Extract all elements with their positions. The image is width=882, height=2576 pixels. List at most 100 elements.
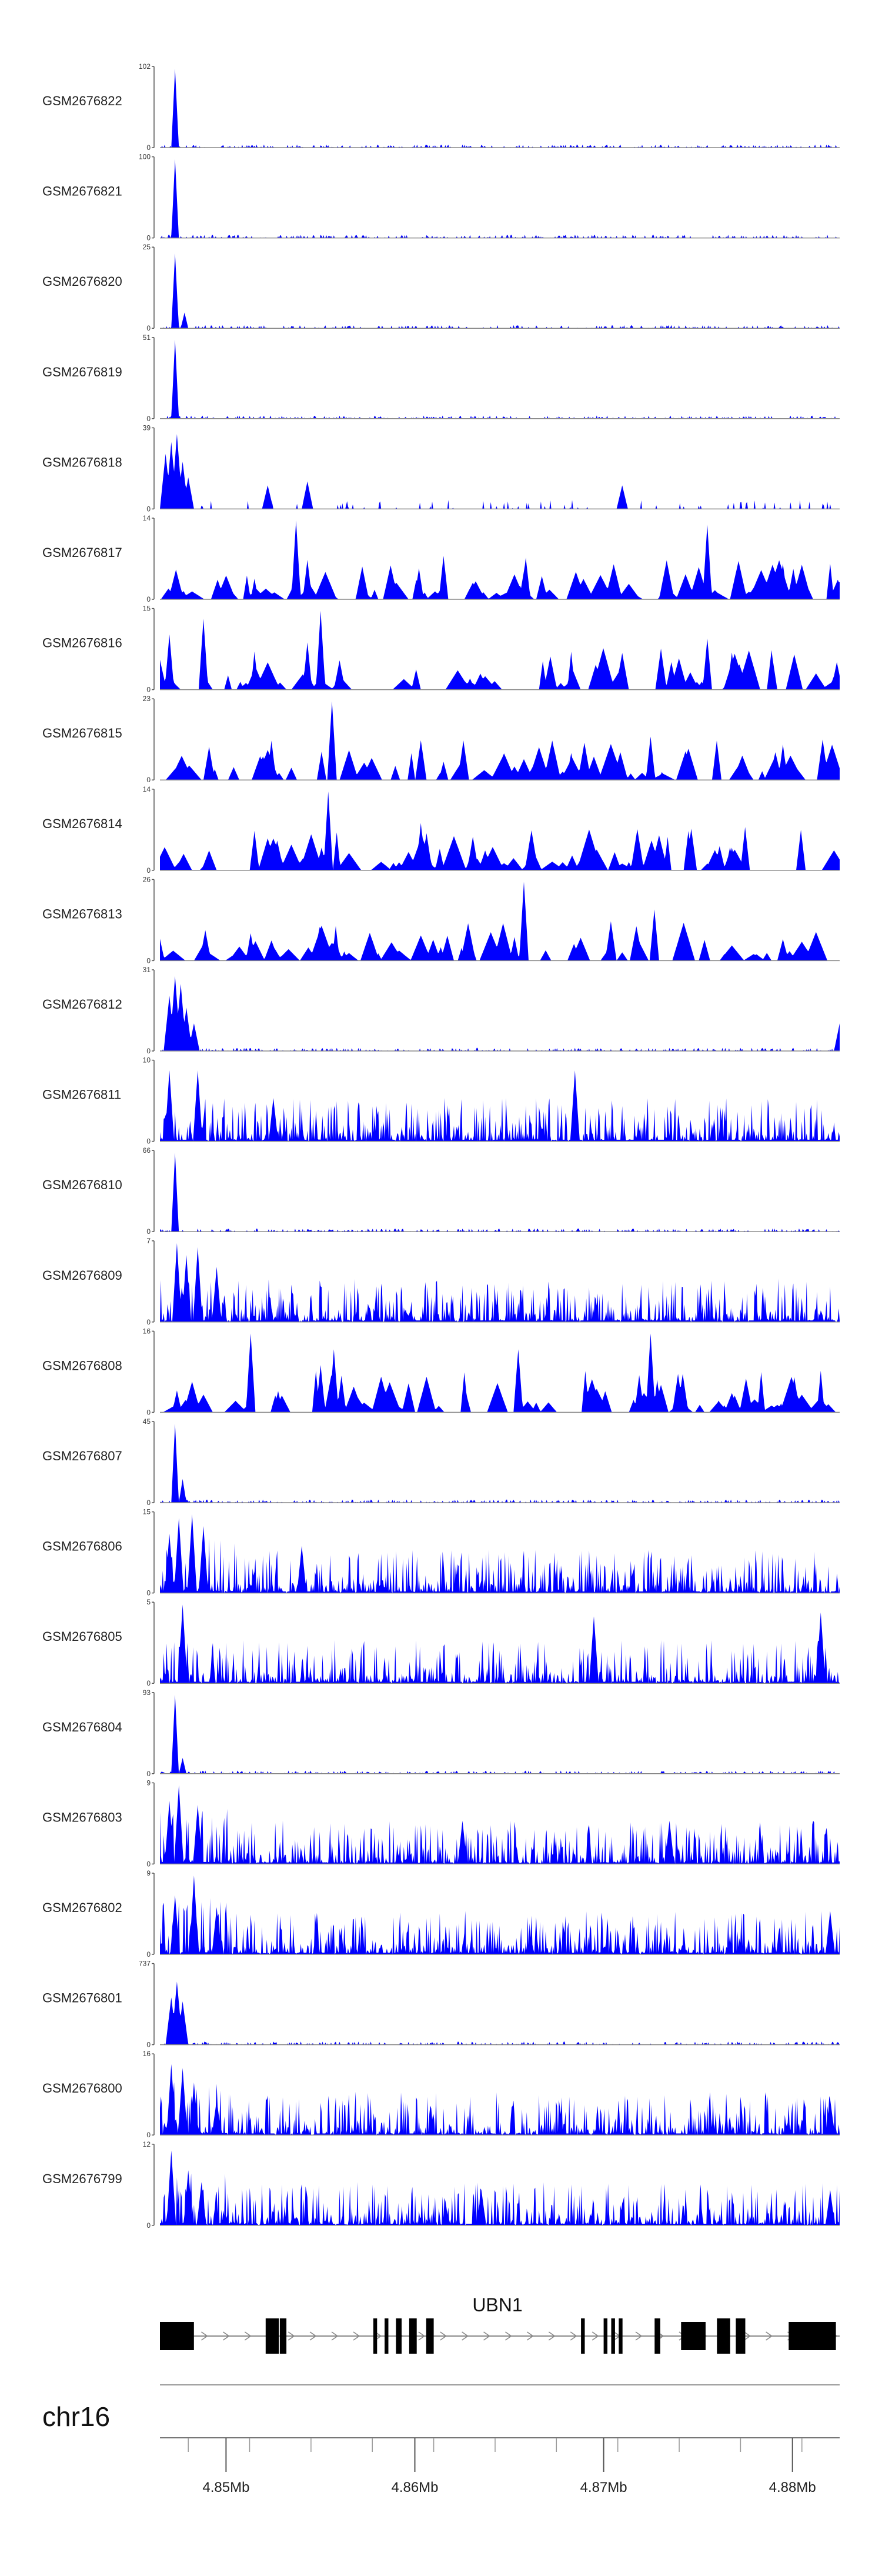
y-min-label: 0 <box>146 1860 151 1868</box>
exon-block <box>619 2318 623 2354</box>
exon-block <box>581 2318 585 2354</box>
track-GSM2676803: GSM2676803 9 0 <box>42 1778 840 1868</box>
coverage-area <box>160 701 840 780</box>
track-label: GSM2676801 <box>42 1991 122 2006</box>
track-GSM2676813: GSM2676813 26 0 <box>42 875 840 965</box>
exon-block <box>409 2318 417 2354</box>
y-max-label: 10 <box>143 1056 151 1065</box>
track-GSM2676801: GSM2676801 737 0 <box>42 1960 840 2049</box>
track-GSM2676806: GSM2676806 15 0 <box>42 1508 840 1597</box>
strand-arrow <box>440 2331 447 2341</box>
track-GSM2676800: GSM2676800 16 0 <box>42 2050 840 2139</box>
y-min-label: 0 <box>146 144 151 152</box>
track-GSM2676812: GSM2676812 31 0 <box>42 966 840 1055</box>
exon-block <box>736 2318 746 2354</box>
track-label: GSM2676804 <box>42 1720 122 1734</box>
exon-block <box>603 2318 607 2354</box>
exon-block <box>279 2318 287 2354</box>
gene-model-panel: UBN1 <box>160 2294 840 2354</box>
strand-arrow <box>201 2331 208 2341</box>
y-min-label: 0 <box>146 1047 151 1055</box>
y-min-label: 0 <box>146 686 151 694</box>
track-GSM2676814: GSM2676814 14 0 <box>42 785 840 875</box>
y-min-label: 0 <box>146 1227 151 1236</box>
track-label: GSM2676817 <box>42 545 122 560</box>
track-label: GSM2676809 <box>42 1268 122 1283</box>
track-GSM2676811: GSM2676811 10 0 <box>42 1056 840 1146</box>
track-label: GSM2676819 <box>42 365 122 379</box>
track-GSM2676817: GSM2676817 14 0 <box>42 514 840 603</box>
y-min-label: 0 <box>146 234 151 242</box>
strand-arrow <box>331 2331 339 2341</box>
y-min-label: 0 <box>146 1137 151 1146</box>
y-min-label: 0 <box>146 1318 151 1326</box>
y-min-label: 0 <box>146 1499 151 1507</box>
track-label: GSM2676812 <box>42 997 122 1012</box>
track-GSM2676804: GSM2676804 93 0 <box>42 1689 840 1778</box>
y-min-label: 0 <box>146 324 151 332</box>
track-GSM2676809: GSM2676809 7 0 <box>42 1237 840 1326</box>
y-max-label: 737 <box>139 1960 151 1968</box>
y-min-label: 0 <box>146 1950 151 1958</box>
track-label: GSM2676803 <box>42 1810 122 1824</box>
y-max-label: 7 <box>146 1237 151 1245</box>
coverage-area <box>160 2150 840 2225</box>
strand-arrow <box>462 2331 469 2341</box>
x-tick-label: 4.86Mb <box>391 2480 438 2495</box>
track-label: GSM2676805 <box>42 1629 122 1644</box>
y-min-label: 0 <box>146 1770 151 1778</box>
y-max-label: 39 <box>143 423 151 432</box>
track-GSM2676816: GSM2676816 15 0 <box>42 605 840 694</box>
y-max-label: 51 <box>143 333 151 342</box>
y-min-label: 0 <box>146 2131 151 2139</box>
y-min-label: 0 <box>146 2041 151 2049</box>
track-label: GSM2676802 <box>42 1900 122 1915</box>
track-GSM2676805: GSM2676805 5 0 <box>42 1598 840 1687</box>
track-label: GSM2676822 <box>42 94 122 108</box>
strand-arrow <box>526 2331 534 2341</box>
track-label: GSM2676806 <box>42 1539 122 1554</box>
y-min-label: 0 <box>146 505 151 513</box>
track-GSM2676802: GSM2676802 9 0 <box>42 1869 840 1958</box>
track-label: GSM2676807 <box>42 1449 122 1463</box>
y-max-label: 12 <box>143 2140 151 2148</box>
y-max-label: 102 <box>139 62 151 71</box>
chromosome-panel: chr16 <box>42 2384 840 2432</box>
coverage-area <box>160 610 840 690</box>
y-max-label: 93 <box>143 1689 151 1697</box>
coverage-area <box>160 791 840 870</box>
track-label: GSM2676800 <box>42 2081 122 2095</box>
x-tick-label: 4.87Mb <box>580 2480 627 2495</box>
exon-block <box>373 2318 377 2354</box>
y-max-label: 5 <box>146 1598 151 1606</box>
y-max-label: 23 <box>143 695 151 703</box>
strand-arrow <box>570 2331 577 2341</box>
track-GSM2676815: GSM2676815 23 0 <box>42 695 840 784</box>
coverage-area <box>160 520 840 599</box>
y-max-label: 66 <box>143 1146 151 1154</box>
y-min-label: 0 <box>146 1589 151 1597</box>
y-max-label: 26 <box>143 875 151 883</box>
strand-arrow <box>288 2331 295 2341</box>
exon-block <box>160 2322 194 2350</box>
exon-block <box>396 2318 402 2354</box>
y-min-label: 0 <box>146 776 151 784</box>
track-label: GSM2676813 <box>42 906 122 921</box>
strand-arrow <box>592 2331 599 2341</box>
y-min-label: 0 <box>146 1408 151 1416</box>
y-max-label: 15 <box>143 605 151 613</box>
exon-block <box>426 2318 434 2354</box>
gene-name-label: UBN1 <box>472 2294 522 2315</box>
strand-arrow <box>244 2331 252 2341</box>
y-max-label: 14 <box>143 785 151 793</box>
strand-arrow <box>222 2331 230 2341</box>
track-GSM2676820: GSM2676820 25 0 <box>42 243 840 332</box>
y-min-label: 0 <box>146 415 151 423</box>
track-label: GSM2676815 <box>42 726 122 740</box>
y-max-label: 9 <box>146 1778 151 1787</box>
coverage-area <box>160 882 840 961</box>
strand-arrow <box>418 2331 426 2341</box>
y-max-label: 100 <box>139 153 151 161</box>
